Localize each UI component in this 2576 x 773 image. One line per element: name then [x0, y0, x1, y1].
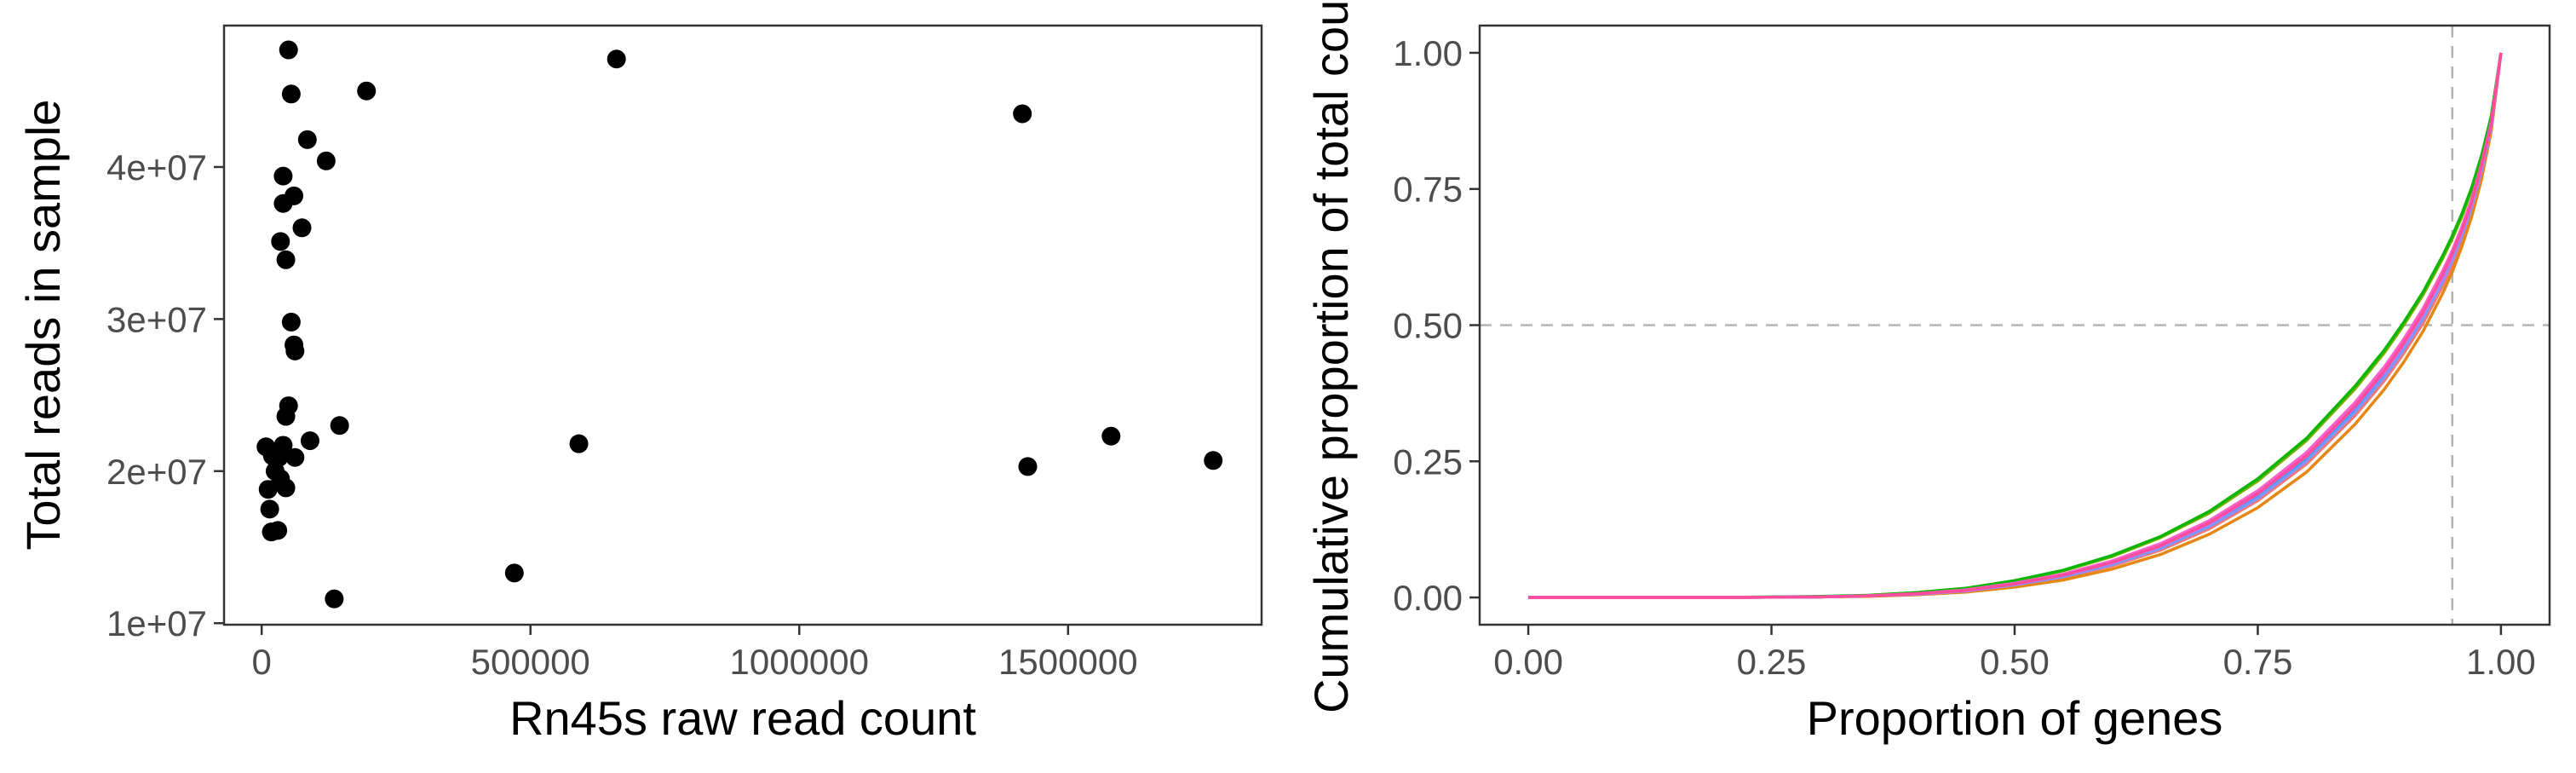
scatter-y-tick-label: 2e+07 [106, 452, 207, 492]
scatter-y-axis-title: Total reads in sample [16, 99, 70, 550]
cumulative-x-tick-label: 1.00 [2466, 642, 2536, 682]
cumulative-x-axis-title: Proportion of genes [1807, 691, 2223, 745]
scatter-x-axis-title: Rn45s raw read count [509, 691, 976, 745]
cumulative-series-line [1528, 52, 2503, 599]
scatter-point [607, 49, 626, 69]
scatter-point [1013, 104, 1032, 124]
cumulative-y-tick-label: 0.50 [1393, 306, 1463, 346]
scatter-point [276, 407, 296, 426]
scatter-point [504, 563, 524, 583]
cumulative-panel: 0.00 0.25 0.50 0.75 1.00 0.00 0.25 0.50 0.75 1.00… [1304, 0, 2551, 745]
scatter-point [292, 218, 312, 238]
scatter-point [281, 84, 301, 104]
cumulative-lines [1528, 52, 2503, 599]
cumulative-x-tick-label: 0.75 [2223, 642, 2293, 682]
scatter-x-tick-label: 0 [251, 642, 271, 682]
scatter-point [1204, 451, 1223, 470]
scatter-x-tick-label: 1500000 [998, 642, 1138, 682]
scatter-point [1018, 457, 1038, 476]
scatter-point [273, 166, 293, 186]
scatter-y-tick-label: 3e+07 [106, 299, 207, 339]
scatter-point [325, 589, 344, 609]
scatter-point [300, 431, 319, 451]
scatter-point [281, 312, 301, 332]
scatter-y-tick-label: 4e+07 [106, 147, 207, 187]
cumulative-x-tick-label: 0.25 [1737, 642, 1807, 682]
scatter-point [316, 151, 336, 170]
scatter-panel-border [222, 24, 1263, 626]
scatter-point [271, 232, 290, 251]
scatter-x-tick-label: 500000 [471, 642, 590, 682]
scatter-point [276, 250, 296, 269]
cumulative-axis-ticks: 0.00 0.25 0.50 0.75 1.00 0.00 0.25 0.50 0.75 1.00 [1393, 33, 2536, 682]
scatter-points [256, 40, 1223, 609]
cumulative-y-tick-label: 1.00 [1393, 33, 1463, 73]
scatter-point [297, 130, 317, 149]
scatter-point [273, 193, 293, 213]
cumulative-y-tick-label: 0.00 [1393, 578, 1463, 618]
cumulative-x-tick-label: 0.00 [1493, 642, 1563, 682]
cumulative-x-tick-label: 0.50 [1980, 642, 2050, 682]
scatter-x-tick-label: 1000000 [730, 642, 870, 682]
scatter-point [276, 478, 296, 498]
reference-lines [1480, 26, 2550, 625]
scatter-point [285, 341, 305, 361]
scatter-point [1101, 426, 1121, 446]
scatter-point [285, 447, 305, 467]
scatter-point [260, 499, 279, 519]
cumulative-y-tick-label: 0.25 [1393, 441, 1463, 482]
scatter-axis-ticks: 0 500000 1000000 1500000 1e+07 2e+07 3e+07 4e+0… [106, 147, 1138, 682]
scatter-panel: 0 500000 1000000 1500000 1e+07 2e+07 3e+07 4e+0… [16, 24, 1263, 745]
scatter-point [569, 434, 589, 453]
cumulative-y-tick-label: 0.75 [1393, 170, 1463, 210]
scatter-y-tick-label: 1e+07 [106, 603, 207, 643]
scatter-point [258, 480, 278, 499]
scatter-point [330, 416, 349, 436]
scatter-point [357, 81, 377, 101]
scatter-point [279, 40, 298, 60]
scatter-point [268, 521, 288, 540]
cumulative-y-axis-title: Cumulative proportion of total counts [1304, 0, 1358, 713]
